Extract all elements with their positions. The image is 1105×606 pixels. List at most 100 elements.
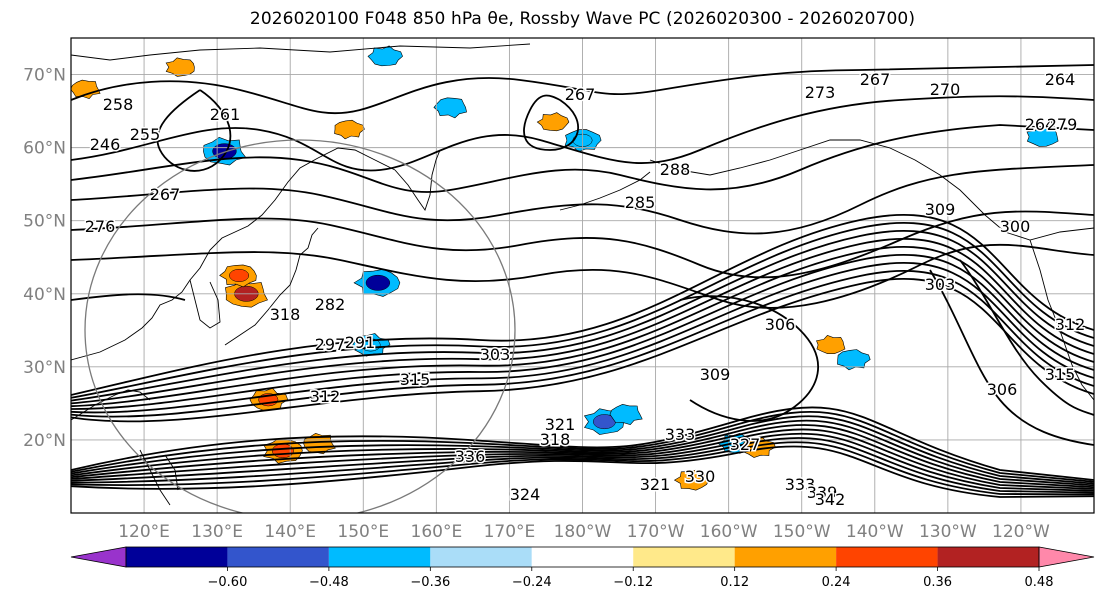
- latitude-label: 70°N: [23, 66, 66, 86]
- contour-label: 267: [860, 70, 891, 89]
- anomaly-patch: [816, 335, 846, 355]
- contour-label: 342: [815, 490, 846, 509]
- theta-e-contour: [71, 222, 1094, 399]
- longitude-label: 170°W: [627, 522, 685, 542]
- colorbar-segment: [836, 547, 938, 567]
- contour-label: 273: [805, 83, 836, 102]
- anomaly-patch: [837, 349, 871, 371]
- contour-label: 270: [930, 80, 961, 99]
- theta-e-contour-layer: [71, 64, 1094, 498]
- anomaly-patch: [71, 79, 101, 100]
- theta-e-contour: [929, 269, 1094, 446]
- colorbar-tick-label: 0.48: [1025, 575, 1054, 590]
- theta-e-contour: [71, 246, 1094, 408]
- contour-label: 303: [925, 275, 956, 294]
- contour-label: 267: [565, 85, 596, 104]
- contour-label: 321: [545, 415, 576, 434]
- colorbar-segment: [430, 547, 532, 567]
- latitude-label: 50°N: [23, 212, 66, 232]
- theta-e-contour: [71, 164, 1094, 235]
- contour-label: 318: [270, 305, 301, 324]
- anomaly-core: [365, 274, 391, 291]
- theta-e-contour: [71, 95, 1094, 172]
- theta-e-contour: [71, 406, 1094, 481]
- theta-e-contour: [71, 293, 186, 301]
- contour-label: 285: [625, 193, 656, 212]
- latitude-label: 30°N: [23, 358, 66, 378]
- theta-e-contour: [71, 419, 1094, 487]
- colorbar-tick-label: 0.36: [923, 575, 952, 590]
- contour-label: 318: [540, 430, 571, 449]
- anomaly-core: [229, 268, 250, 283]
- contour-label: 303: [480, 345, 511, 364]
- theta-e-contour: [71, 243, 1094, 309]
- anomaly-patch: [536, 112, 570, 132]
- longitude-label: 130°E: [191, 522, 243, 542]
- contour-label: 261: [210, 105, 241, 124]
- contour-label: 312: [310, 387, 341, 406]
- contour-label: 306: [765, 315, 796, 334]
- colorbar-segment: [328, 547, 431, 567]
- theta-e-contour: [156, 89, 232, 172]
- anomaly-core: [212, 143, 237, 160]
- theta-e-contour: [71, 441, 1094, 496]
- coastline-korea: [189, 279, 221, 329]
- colorbar-tick-label: 0.24: [822, 575, 851, 590]
- longitude-label: 130°W: [919, 522, 977, 542]
- anomaly-patch: [367, 45, 403, 67]
- contour-label: 276: [85, 217, 116, 236]
- colorbar-segment: [126, 547, 228, 567]
- latitude-label: 40°N: [23, 285, 66, 305]
- theta-e-contour: [71, 230, 1094, 402]
- contour-label: 297: [315, 335, 346, 354]
- contour-label: 255: [130, 125, 161, 144]
- theta-e-contour: [71, 437, 1094, 494]
- contour-label: 315: [400, 370, 431, 389]
- colorbar-tick-label: −0.60: [208, 575, 248, 590]
- anomaly-patch: [609, 403, 643, 426]
- contour-label: 264: [1025, 115, 1056, 134]
- theta-e-contour: [71, 428, 1094, 490]
- colorbar-extend-high: [1038, 546, 1095, 568]
- colorbar-tick-label: −0.12: [613, 575, 653, 590]
- anomaly-patch: [673, 469, 709, 491]
- contour-label: 267: [150, 185, 181, 204]
- contour-label: 339: [807, 483, 838, 502]
- coastline-asia-mainland: [71, 147, 396, 361]
- contour-label: 333: [785, 475, 816, 494]
- theta-e-contour: [71, 210, 1094, 279]
- colorbar-segment: [734, 547, 837, 567]
- colorbar-segment: [937, 547, 1039, 567]
- longitude-label: 160°E: [411, 522, 463, 542]
- longitude-labels: 120°E 130°E 140°E 150°E 160°E 170°E 180°W 170°W…: [118, 522, 1050, 542]
- longitude-label: 150°W: [773, 522, 831, 542]
- theta-e-contour: [71, 270, 1094, 418]
- contour-label: 291: [345, 333, 376, 352]
- graticule-layer: [71, 38, 1094, 513]
- longitude-label: 120°W: [992, 522, 1050, 542]
- contour-label: 327: [730, 435, 761, 454]
- latitude-label: 20°N: [23, 431, 66, 451]
- colorbar-extend-low: [70, 546, 127, 568]
- contour-label: 309: [925, 200, 956, 219]
- plot-title: 2026020100 F048 850 hPa θe, Rossby Wave …: [249, 9, 916, 29]
- contour-label: 300: [1000, 217, 1031, 236]
- colorbar-tick-label: −0.24: [512, 575, 552, 590]
- colorbar-segment: [633, 547, 735, 567]
- theta-e-contour: [71, 411, 1094, 483]
- contour-label: 288: [660, 160, 691, 179]
- contour-label: 258: [103, 95, 134, 114]
- contour-label: 321: [640, 475, 671, 494]
- colorbar-tick-label: 0.12: [720, 575, 749, 590]
- contour-label: 315: [1045, 365, 1076, 384]
- coastline-siberia-north: [71, 43, 531, 61]
- map-frame: [70, 37, 1095, 514]
- colorbar-segment: [531, 547, 634, 567]
- colorbar-tick-label: −0.36: [410, 575, 450, 590]
- contour-label: 324: [510, 485, 541, 504]
- contour-label: 246: [90, 135, 121, 154]
- theta-e-contour: [71, 278, 1094, 423]
- theta-e-contour: [523, 94, 579, 151]
